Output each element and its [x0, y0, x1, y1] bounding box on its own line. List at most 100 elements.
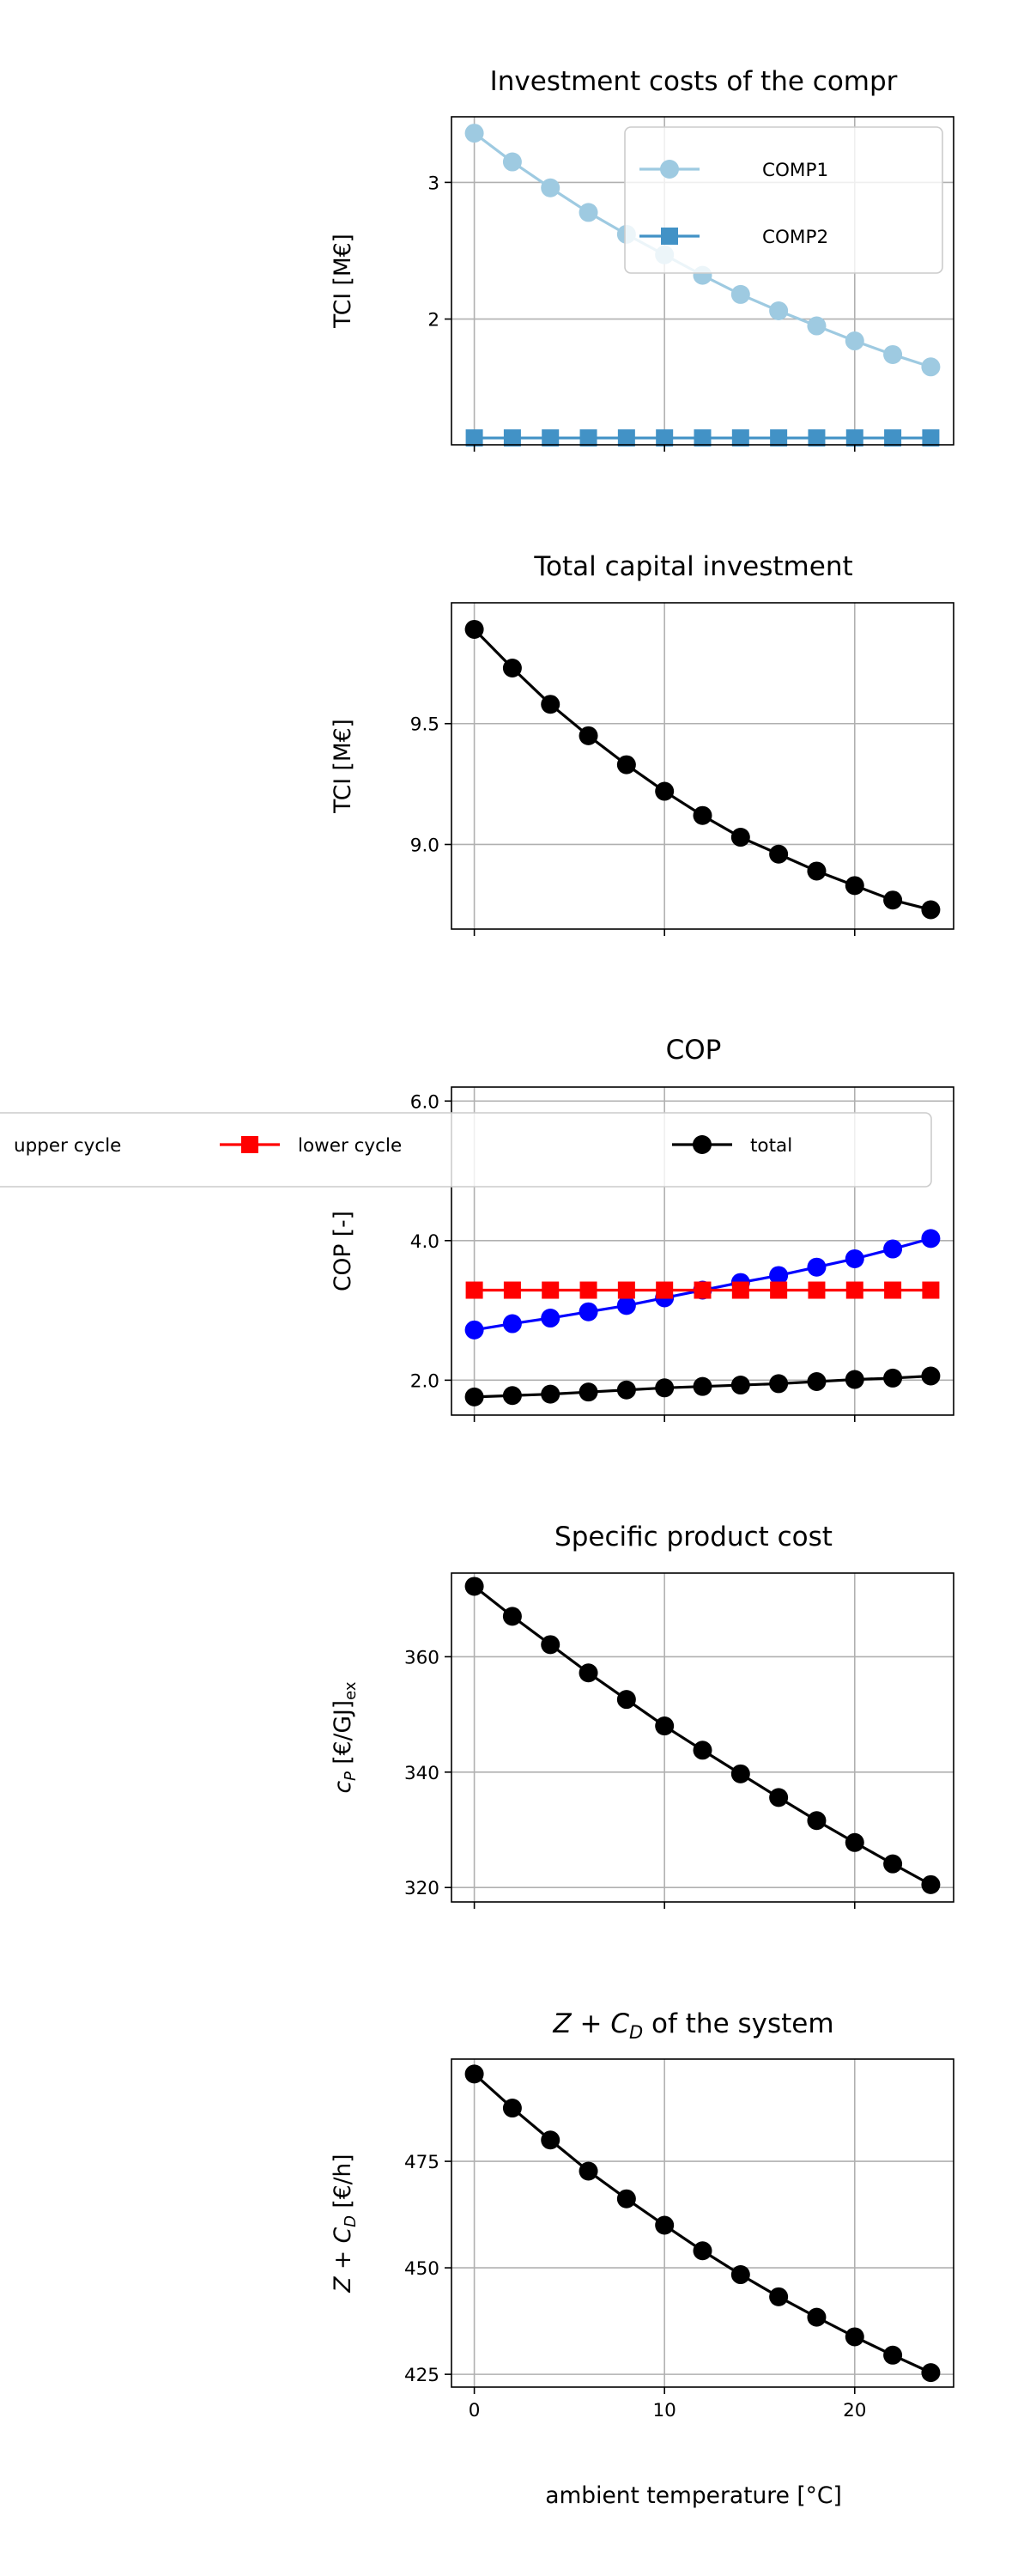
legend-frame	[624, 126, 943, 274]
data-point	[769, 301, 789, 321]
title-z: Z	[552, 2008, 572, 2039]
data-point	[808, 429, 826, 447]
data-point	[883, 2345, 903, 2365]
data-point	[730, 828, 750, 848]
y-tick-label: 320	[404, 1878, 439, 1899]
y-tick-label: 9.0	[410, 835, 439, 856]
data-point	[883, 890, 903, 910]
data-point	[922, 429, 940, 447]
y-tick-label: 4.0	[410, 1231, 439, 1253]
legend-label: total	[750, 1135, 792, 1157]
y-tick-label: 340	[404, 1763, 439, 1784]
data-point	[579, 1302, 598, 1321]
data-point	[730, 1376, 750, 1395]
data-point	[807, 316, 827, 336]
data-point	[693, 805, 712, 825]
data-point	[579, 1281, 597, 1299]
data-point	[656, 1281, 674, 1299]
data-point	[655, 781, 675, 801]
data-point	[884, 429, 902, 447]
data-point	[730, 1764, 750, 1783]
data-point	[694, 429, 712, 447]
data-point	[541, 1384, 560, 1404]
ylabel-sub-d: D	[342, 2215, 360, 2227]
title-rest: of the system	[643, 2008, 833, 2039]
ylabel-plus: +	[330, 2243, 356, 2276]
data-point	[845, 1249, 864, 1268]
legend-frame	[0, 1112, 932, 1188]
plot-frame	[451, 116, 954, 446]
data-point	[807, 1371, 827, 1391]
data-point	[693, 1741, 712, 1760]
ylabel-c: C	[330, 2227, 356, 2243]
x-axis-label: ambient temperature [°C]	[545, 2482, 842, 2509]
data-point	[464, 619, 484, 639]
data-point	[616, 2189, 636, 2208]
data-point	[502, 152, 522, 172]
data-point	[845, 1832, 864, 1852]
data-point	[845, 1370, 864, 1389]
data-point	[884, 1281, 902, 1299]
data-point	[769, 1788, 789, 1807]
y-tick-label: 2.0	[410, 1370, 439, 1392]
legend-label: COMP1	[762, 160, 828, 181]
data-point	[464, 124, 484, 143]
y-tick-label: 475	[404, 2152, 439, 2173]
data-point	[730, 284, 750, 304]
data-point	[769, 2287, 789, 2306]
data-point	[579, 429, 597, 447]
chart-panel-1: 2 3 Investment costs of the compr TCI [M€] C…	[330, 66, 954, 452]
data-point	[465, 1281, 483, 1299]
plot-frame	[451, 1086, 954, 1416]
y-axis-label: TCI [M€]	[330, 719, 356, 814]
data-point	[883, 344, 903, 364]
title-c: C	[610, 2008, 629, 2039]
data-point	[616, 1690, 636, 1710]
data-point	[464, 1320, 484, 1340]
data-point	[921, 1229, 941, 1249]
plot-frame	[451, 2058, 954, 2388]
chart-title: COP	[666, 1035, 722, 1066]
ylabel-sub-p: P	[342, 1771, 360, 1781]
data-point	[616, 755, 636, 775]
chart-title: Investment costs of the compr	[490, 66, 898, 97]
legend-marker	[241, 1136, 258, 1153]
data-point	[807, 2307, 827, 2327]
data-point	[845, 876, 864, 896]
data-point	[542, 429, 560, 447]
data-point	[845, 331, 864, 351]
data-point	[542, 1281, 560, 1299]
chart-title: Specific product cost	[554, 1522, 833, 1552]
data-point	[921, 1366, 941, 1386]
y-tick-label: 2	[427, 310, 439, 331]
y-tick-label: 450	[404, 2258, 439, 2280]
data-point	[464, 2064, 484, 2084]
data-point	[921, 900, 941, 920]
data-point	[579, 1663, 598, 1683]
data-point	[616, 1296, 636, 1315]
data-point	[921, 2363, 941, 2383]
data-point	[617, 1281, 635, 1299]
chart-panel-3: 2.0 4.0 6.0 COP COP [-] upper cycle lower cycl…	[0, 1035, 954, 1422]
legend-marker	[661, 228, 678, 245]
ylabel-z: Z	[330, 2276, 356, 2293]
data-point	[502, 2099, 522, 2118]
ylabel-unit: [€/GJ]	[330, 1700, 356, 1771]
data-point	[541, 1309, 560, 1328]
data-point	[883, 1854, 903, 1874]
data-point	[616, 1380, 636, 1400]
legend-label: COMP2	[762, 227, 828, 248]
data-point	[502, 1607, 522, 1626]
data-point	[502, 659, 522, 677]
x-tick-label: 20	[843, 2400, 866, 2421]
ylabel-c: c	[330, 1781, 356, 1794]
data-point	[464, 1577, 484, 1596]
y-tick-label: 3	[427, 173, 439, 194]
data-point	[579, 726, 598, 745]
data-point	[883, 1368, 903, 1388]
ylabel-sub-ex: ex	[342, 1681, 360, 1700]
data-point	[845, 2327, 864, 2347]
ylabel-unit: [€/h]	[330, 2154, 356, 2215]
data-point	[502, 1314, 522, 1334]
